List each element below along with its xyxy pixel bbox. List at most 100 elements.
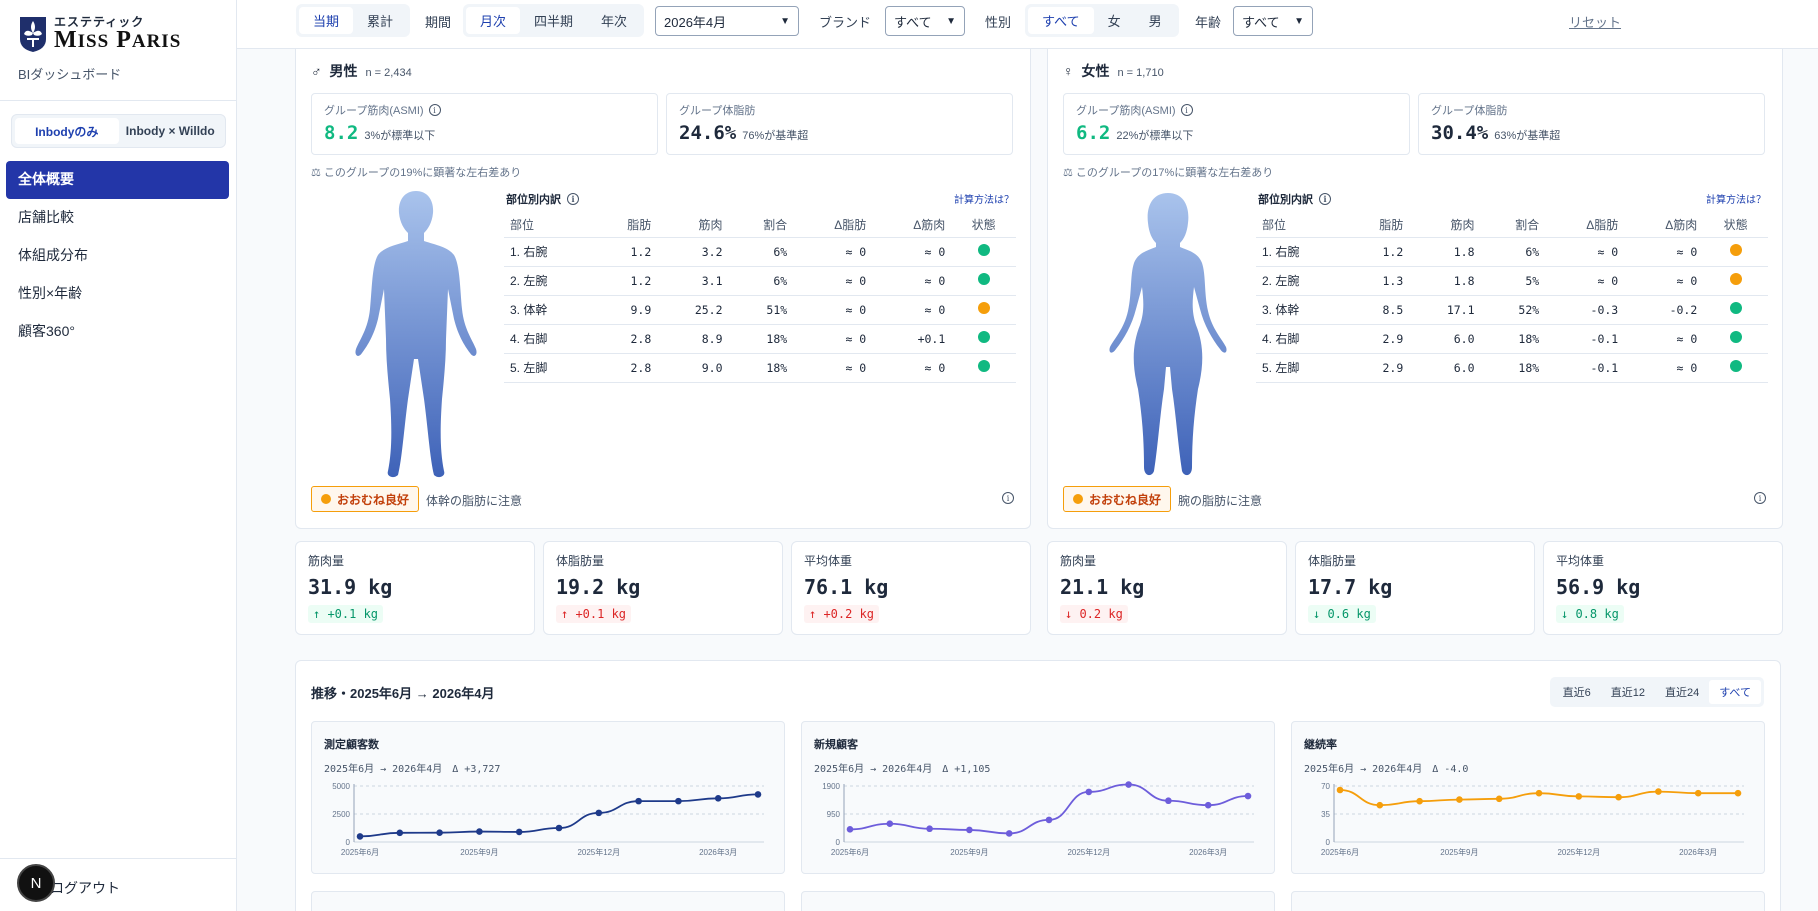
breakdown-title: 部位別内訳 i: [1258, 191, 1331, 207]
sidebar-item-overview[interactable]: 全体概要: [6, 161, 229, 199]
metric-delta: ↑ +0.1 kg: [308, 605, 384, 623]
table-row: 4. 右脚 2.8 8.9 18% ≈ 0 +0.1: [504, 324, 1016, 354]
gender-label: 性別: [985, 15, 1012, 30]
column-header[interactable]: Δ筋肉: [1624, 213, 1704, 238]
range-last-6[interactable]: 直近6: [1562, 687, 1591, 699]
info-icon[interactable]: i: [1319, 193, 1331, 205]
mode-current[interactable]: 当期: [299, 7, 354, 34]
data-point[interactable]: [1045, 816, 1053, 824]
month-select[interactable]: 2026年4月 ▼: [655, 6, 799, 36]
status-dot: [977, 244, 990, 256]
data-point[interactable]: [1456, 796, 1463, 803]
data-point[interactable]: [1005, 830, 1013, 837]
column-header[interactable]: 部位: [1256, 213, 1345, 238]
part-cell: 1. 右腕: [1256, 237, 1345, 267]
trend-chart-card: 新規顧客 2025年6月 → 2026年4月 Δ +1,105 0 950 1900 20…: [801, 721, 1275, 874]
info-icon[interactable]: i: [1754, 492, 1766, 504]
fat-cell: 2.9: [1344, 324, 1410, 354]
brand-logo[interactable]: エステティック MISS PARIS: [18, 15, 181, 53]
gender-male[interactable]: 男: [1148, 14, 1162, 29]
data-point[interactable]: [515, 828, 523, 836]
data-point[interactable]: [846, 826, 854, 833]
data-point[interactable]: [1535, 789, 1543, 797]
data-point[interactable]: [1495, 795, 1503, 803]
data-point[interactable]: [1244, 792, 1252, 800]
chart-subtitle: 2025年6月 → 2026年4月 Δ -4.0: [1304, 764, 1469, 775]
data-point[interactable]: [1085, 788, 1093, 796]
sidebar-item-store-compare[interactable]: 店舗比較: [18, 209, 74, 225]
column-header[interactable]: 部位: [504, 213, 593, 238]
breakdown-title-text: 部位別内訳: [1258, 194, 1313, 206]
data-point[interactable]: [356, 833, 364, 840]
metric-value: 56.9 kg: [1556, 575, 1641, 599]
brand-select-value: すべて: [894, 14, 932, 30]
brand-select[interactable]: すべて ▼: [885, 6, 965, 36]
data-point[interactable]: [926, 825, 933, 833]
sidebar-item-gender-age[interactable]: 性別×年齢: [18, 285, 83, 301]
period-quarterly[interactable]: 四半期: [534, 14, 574, 29]
data-point[interactable]: [1575, 793, 1583, 800]
range-last-24[interactable]: 直近24: [1664, 687, 1700, 699]
column-header[interactable]: 脂肪: [1344, 213, 1410, 238]
range-last-12[interactable]: 直近12: [1610, 687, 1645, 699]
column-header[interactable]: Δ筋肉: [872, 213, 952, 238]
period-yearly[interactable]: 年次: [601, 14, 628, 29]
reset-link[interactable]: リセット: [1569, 15, 1622, 30]
delta-muscle-cell: ≈ 0: [1624, 266, 1704, 296]
data-point[interactable]: [1734, 789, 1742, 797]
data-point[interactable]: [1376, 801, 1384, 809]
data-point[interactable]: [1336, 786, 1344, 794]
data-point[interactable]: [1416, 797, 1423, 805]
data-point[interactable]: [1694, 789, 1702, 797]
column-header[interactable]: 筋肉: [1409, 213, 1481, 238]
part-cell: 5. 左脚: [504, 353, 593, 383]
data-point[interactable]: [476, 828, 483, 835]
info-icon[interactable]: i: [428, 104, 441, 116]
data-point[interactable]: [1615, 793, 1622, 801]
info-icon[interactable]: i: [567, 193, 579, 205]
calc-method-link[interactable]: 計算方法は？: [1706, 195, 1766, 206]
status-cell: [951, 295, 1016, 325]
data-point[interactable]: [555, 824, 563, 832]
data-point[interactable]: [886, 820, 894, 828]
data-point[interactable]: [1204, 801, 1212, 809]
data-point[interactable]: [595, 809, 603, 817]
data-point[interactable]: [396, 829, 404, 837]
gender-female[interactable]: 女: [1107, 14, 1121, 29]
gender-all[interactable]: すべて: [1028, 7, 1094, 34]
column-header[interactable]: 脂肪: [592, 213, 658, 238]
column-header[interactable]: Δ脂肪: [1545, 213, 1625, 238]
age-select-value: すべて: [1242, 14, 1280, 30]
data-point[interactable]: [436, 829, 443, 837]
data-point[interactable]: [1125, 781, 1132, 788]
column-header[interactable]: 割合: [728, 213, 794, 238]
data-point[interactable]: [754, 791, 762, 798]
range-all[interactable]: すべて: [1709, 680, 1761, 704]
mode-cumulative[interactable]: 累計: [367, 14, 394, 29]
muscle-cell: 8.9: [657, 324, 729, 354]
source-inbody-only[interactable]: Inbodyのみ: [15, 118, 119, 144]
data-point[interactable]: [714, 795, 722, 802]
data-point[interactable]: [966, 826, 973, 834]
data-point[interactable]: [635, 797, 642, 805]
column-header[interactable]: 状態: [951, 213, 1016, 238]
data-point[interactable]: [675, 797, 682, 805]
column-header[interactable]: Δ脂肪: [793, 213, 873, 238]
sidebar-item-composition[interactable]: 体組成分布: [18, 247, 88, 263]
data-point[interactable]: [1655, 788, 1662, 795]
part-cell: 2. 左腕: [1256, 266, 1345, 296]
column-header[interactable]: 状態: [1703, 213, 1768, 238]
calc-method-link[interactable]: 計算方法は？: [954, 195, 1014, 206]
source-inbody-willdo[interactable]: Inbody × Willdo: [125, 124, 215, 138]
info-icon[interactable]: i: [1180, 104, 1193, 116]
column-header[interactable]: 筋肉: [657, 213, 729, 238]
divider: [0, 858, 237, 859]
age-select[interactable]: すべて ▼: [1233, 6, 1313, 36]
info-icon[interactable]: i: [1002, 492, 1014, 504]
logout-link[interactable]: ログアウト: [50, 880, 120, 896]
data-point[interactable]: [1165, 797, 1172, 805]
next-dev-badge[interactable]: N: [17, 864, 55, 902]
sidebar-item-customer-360[interactable]: 顧客360°: [18, 323, 75, 339]
column-header[interactable]: 割合: [1480, 213, 1546, 238]
period-monthly[interactable]: 月次: [466, 7, 521, 34]
